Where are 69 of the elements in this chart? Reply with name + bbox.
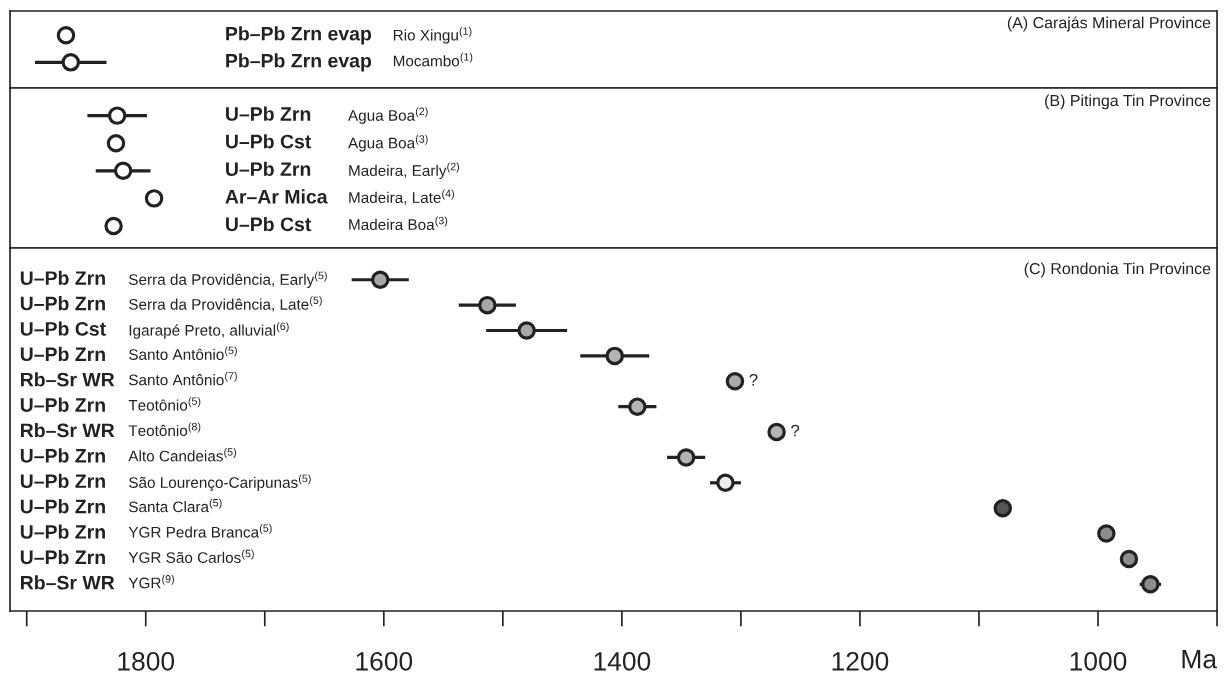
x-axis-title: Ma [1182, 650, 1218, 669]
y-tick-label: Madeira, Early$^{(2)}$ [349, 162, 460, 180]
x-tick-label: 1200 [832, 651, 889, 671]
annotation: U–Pb Zrn [20, 473, 105, 489]
y-tick-label: Rio Xingu$^{(1)}$ [393, 26, 472, 44]
y-tick-label: Serra da Providência, Late$^{(5)}$ [129, 296, 322, 312]
annotation: U–Pb Cst [226, 134, 312, 149]
point [113, 161, 133, 181]
point [106, 133, 126, 153]
annotation: U–Pb Zrn [20, 499, 105, 514]
x-tick-label: 1000 [1070, 651, 1127, 671]
point [725, 372, 745, 391]
y-tick-label: Igarapé Preto, alluvial$^{(6)}$ [129, 322, 289, 339]
y-tick-label: Serra da Providência, Early$^{(5)}$ [129, 271, 327, 288]
text: (C) Rondonia Tin Province [1024, 262, 1211, 278]
y-tick-label: Madeira, Late$^{(4)}$ [349, 189, 454, 205]
annotation: Pb–Pb Zrn evap [226, 26, 372, 45]
y-tick-label: Agua Boa$^{(2)}$ [348, 107, 428, 124]
annotation: ? [791, 424, 800, 437]
annotation: Rb–Sr WR [21, 422, 115, 438]
annotation: U–Pb Cst [226, 216, 312, 232]
annotation: U–Pb Zrn [226, 106, 311, 121]
x-tick-label: 1400 [594, 651, 651, 671]
y-tick-label: Mocambo$^{(1)}$ [393, 52, 473, 67]
annotation: Rb–Sr WR [21, 575, 115, 590]
chart-title: (B) Pitinga Tin Province [1045, 94, 1211, 110]
y-tick-label: Teotônio$^{(5)}$ [128, 397, 201, 411]
x-tick-label: 1600 [356, 651, 413, 671]
point [371, 270, 390, 289]
point [993, 498, 1013, 518]
y-tick-label: Madeira Boa$^{(3)}$ [349, 216, 448, 231]
y-tick-label: Teotônio$^{(8)}$ [128, 422, 201, 437]
annotation: Ar–Ar Mica [225, 189, 328, 204]
annotation: U–Pb Zrn [20, 296, 105, 311]
point [1097, 524, 1116, 543]
point [478, 295, 497, 315]
y-tick-label: YGR São Carlos$^{(5)}$ [128, 549, 254, 564]
x-tick-label: 1800 [118, 651, 175, 671]
annotation: U–Pb Zrn [20, 397, 105, 412]
point [605, 346, 624, 366]
y-tick-label: Santo Antônio$^{(7)}$ [129, 371, 237, 386]
chart-title: (A) Carajás Mineral Province [1007, 16, 1211, 32]
point [1141, 575, 1160, 594]
point [716, 473, 735, 493]
annotation: U–Pb Zrn [20, 346, 105, 362]
point [628, 397, 647, 416]
point [517, 321, 536, 340]
annotation: U–Pb Zrn [20, 270, 105, 285]
annotation: U–Pb Zrn [20, 448, 105, 463]
y-tick-label: YGR$^{(9)}$ [128, 574, 174, 589]
point [144, 189, 164, 208]
point [104, 216, 123, 236]
annotation: ? [749, 373, 758, 386]
annotation: Pb–Pb Zrn evap [226, 53, 372, 72]
point [1119, 549, 1139, 569]
y-tick-label: São Lourenço-Caripunas$^{(5)}$ [129, 474, 311, 492]
point [767, 422, 786, 442]
point [107, 106, 127, 125]
y-tick-label: YGR Pedra Branca$^{(5)}$ [128, 524, 272, 538]
annotation: U–Pb Zrn [226, 161, 311, 177]
annotation: Rb–Sr WR [21, 372, 115, 387]
point [676, 448, 696, 467]
y-tick-label: Santa Clara$^{(5)}$ [129, 498, 222, 513]
annotation: U–Pb Cst [20, 321, 106, 336]
y-tick-label: Alto Candeias$^{(5)}$ [128, 447, 236, 462]
y-tick-label: Santo Antônio$^{(5)}$ [129, 346, 237, 360]
y-tick-label: Agua Boa$^{(3)}$ [348, 134, 428, 152]
annotation: U–Pb Zrn [20, 549, 105, 565]
annotation: U–Pb Zrn [20, 524, 105, 539]
